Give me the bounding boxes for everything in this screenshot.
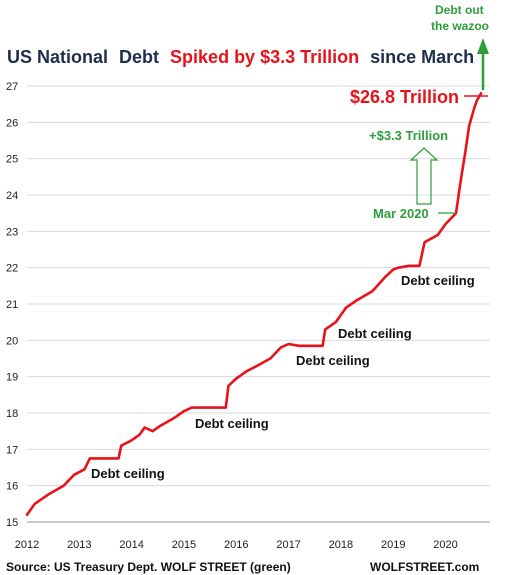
debt-ceiling-label-2015: Debt ceiling	[195, 416, 269, 431]
debt-ceiling-label-2013: Debt ceiling	[91, 466, 165, 481]
wazoo-label-line2: the wazoo	[431, 19, 489, 33]
chart-title: US National Debt Spiked by $3.3 Trillion…	[7, 47, 474, 67]
y-tick-label-15: 15	[6, 517, 18, 529]
y-tick-label-16: 16	[6, 481, 18, 493]
x-tick-label-2017: 2017	[276, 539, 300, 551]
wazoo-label-line1: Debt out	[435, 3, 484, 17]
y-tick-label-20: 20	[6, 335, 18, 347]
x-tick-label-2013: 2013	[67, 539, 91, 551]
debt-ceiling-label-2017: Debt ceiling	[296, 353, 370, 368]
title-part-d: since March	[370, 47, 474, 67]
debt-series	[25, 92, 483, 517]
mar-2020-label: Mar 2020	[373, 206, 429, 221]
y-tick-label-17: 17	[6, 444, 18, 456]
x-tick-label-2019: 2019	[381, 539, 405, 551]
x-tick-label-2012: 2012	[15, 539, 39, 551]
last-value-label: $26.8 Trillion	[350, 87, 459, 107]
y-tick-label-18: 18	[6, 408, 18, 420]
brand-label: WOLFSTREET.com	[370, 560, 479, 574]
y-axis-tick-labels: 15 16 17 18 19 20 21 22 23 24 25 26 27	[6, 81, 18, 529]
title-part-c: Spiked by $3.3 Trillion	[170, 47, 359, 67]
y-tick-label-24: 24	[6, 190, 18, 202]
x-tick-label-2014: 2014	[119, 539, 143, 551]
spike-bracket-arrow-icon	[409, 147, 439, 205]
debt-ceiling-label-2018: Debt ceiling	[338, 326, 412, 341]
y-tick-label-22: 22	[6, 263, 18, 275]
x-axis-tick-labels: 2012 2013 2014 2015 2016 2017 2018 2019 2020	[15, 539, 458, 551]
debt-ceiling-label-2019: Debt ceiling	[401, 273, 475, 288]
y-tick-label-25: 25	[6, 154, 18, 166]
debt-line-0	[25, 92, 483, 517]
x-tick-label-2020: 2020	[433, 539, 457, 551]
y-tick-label-26: 26	[6, 117, 18, 129]
y-tick-label-19: 19	[6, 372, 18, 384]
x-tick-label-2016: 2016	[224, 539, 248, 551]
y-tick-label-27: 27	[6, 81, 18, 93]
spike-label: +$3.3 Trillion	[369, 128, 448, 143]
y-tick-label-21: 21	[6, 299, 18, 311]
source-note: Source: US Treasury Dept. WOLF STREET (g…	[6, 560, 291, 574]
title-part-b: Debt	[119, 47, 159, 67]
title-part-a: US National	[7, 47, 108, 67]
x-tick-label-2018: 2018	[329, 539, 353, 551]
x-tick-label-2015: 2015	[172, 539, 196, 551]
wazoo-arrow-icon	[477, 38, 489, 54]
y-tick-label-23: 23	[6, 226, 18, 238]
